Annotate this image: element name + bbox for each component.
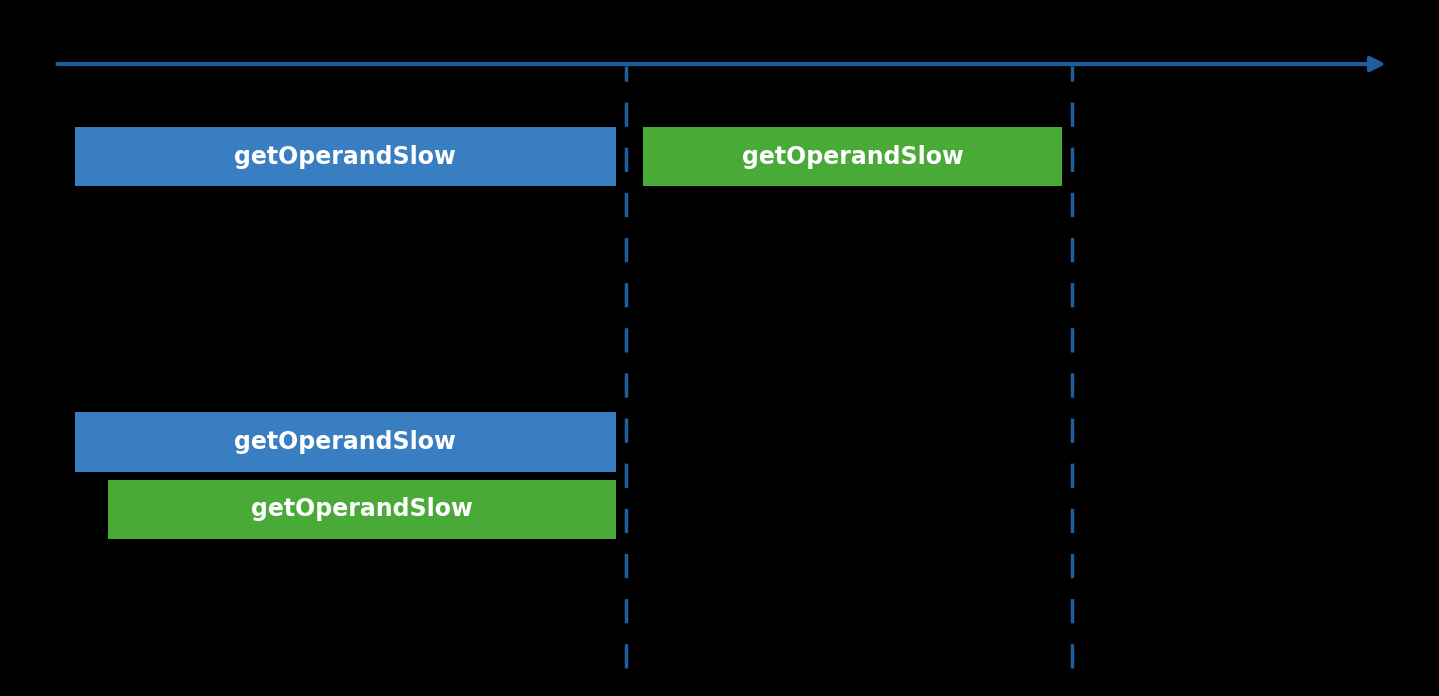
Text: getOperandSlow: getOperandSlow (235, 430, 456, 454)
Text: getOperandSlow: getOperandSlow (741, 145, 964, 168)
FancyBboxPatch shape (643, 127, 1062, 186)
FancyBboxPatch shape (75, 127, 616, 186)
FancyBboxPatch shape (75, 412, 616, 472)
FancyBboxPatch shape (108, 480, 616, 539)
Text: getOperandSlow: getOperandSlow (235, 145, 456, 168)
Text: getOperandSlow: getOperandSlow (250, 498, 473, 521)
